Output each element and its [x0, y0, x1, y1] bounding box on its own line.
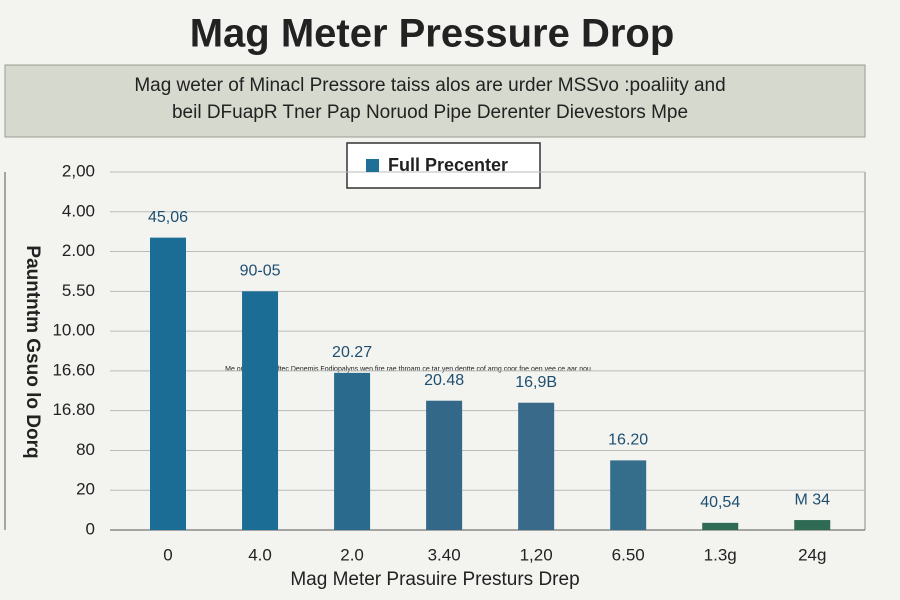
- y-tick-label: 80: [76, 440, 95, 459]
- x-tick-label: 24g: [798, 545, 826, 564]
- legend-label: Full Precenter: [388, 155, 508, 175]
- y-tick-label: 4.00: [62, 201, 95, 220]
- y-tick-label: 2.00: [62, 241, 95, 260]
- y-tick-label: 10.00: [52, 321, 95, 340]
- x-tick-label: 1.3g: [704, 545, 737, 564]
- legend-swatch: [366, 159, 379, 172]
- x-tick-label: 6.50: [612, 545, 645, 564]
- value-label: M 34: [794, 491, 830, 508]
- y-tick-label: 16.80: [52, 400, 95, 419]
- y-tick-label: 20: [76, 480, 95, 499]
- value-label: 16.20: [608, 432, 648, 449]
- bar: [426, 400, 463, 530]
- bar: [702, 522, 739, 530]
- x-axis-label: Mag Meter Prasuire Presturs Drep: [290, 569, 579, 590]
- y-tick-label: 0: [86, 519, 95, 538]
- bar: [610, 460, 647, 530]
- x-tick-label: 0: [163, 545, 172, 564]
- bar: [242, 291, 279, 530]
- value-label: 20.48: [424, 372, 464, 389]
- value-label: 45,06: [148, 209, 188, 226]
- bar: [794, 520, 831, 530]
- x-tick-label: 4.0: [248, 545, 272, 564]
- subtitle: beil DFuapR Tner Pap Noruod Pipe Derente…: [172, 102, 688, 123]
- value-label: 40,54: [700, 494, 740, 511]
- x-tick-label: 1,20: [520, 545, 553, 564]
- legend-box: [346, 142, 541, 189]
- y-axis-label: Pauntntm Gsuo lo Dorq: [22, 245, 43, 458]
- subtitle-box: [4, 64, 866, 138]
- chart-title: Mag Meter Pressure Drop: [190, 12, 675, 56]
- y-tick-label: 5.50: [62, 281, 95, 300]
- value-label: 16,9B: [515, 374, 557, 391]
- y-tick-label: 2,00: [62, 161, 95, 180]
- bar: [150, 237, 186, 530]
- subtitle: Mag weter of Minacl Pressore taiss alos …: [134, 75, 725, 96]
- value-label: 20.27: [332, 344, 372, 361]
- bar: [518, 402, 555, 530]
- x-tick-label: 2.0: [340, 545, 364, 564]
- x-tick-label: 3.40: [428, 545, 461, 564]
- value-label: 90-05: [240, 263, 281, 280]
- y-tick-label: 16.60: [52, 360, 95, 379]
- annotation: Me on ben tar oldtec Denemis Fodiopalyns…: [225, 366, 591, 373]
- bar: [334, 372, 371, 530]
